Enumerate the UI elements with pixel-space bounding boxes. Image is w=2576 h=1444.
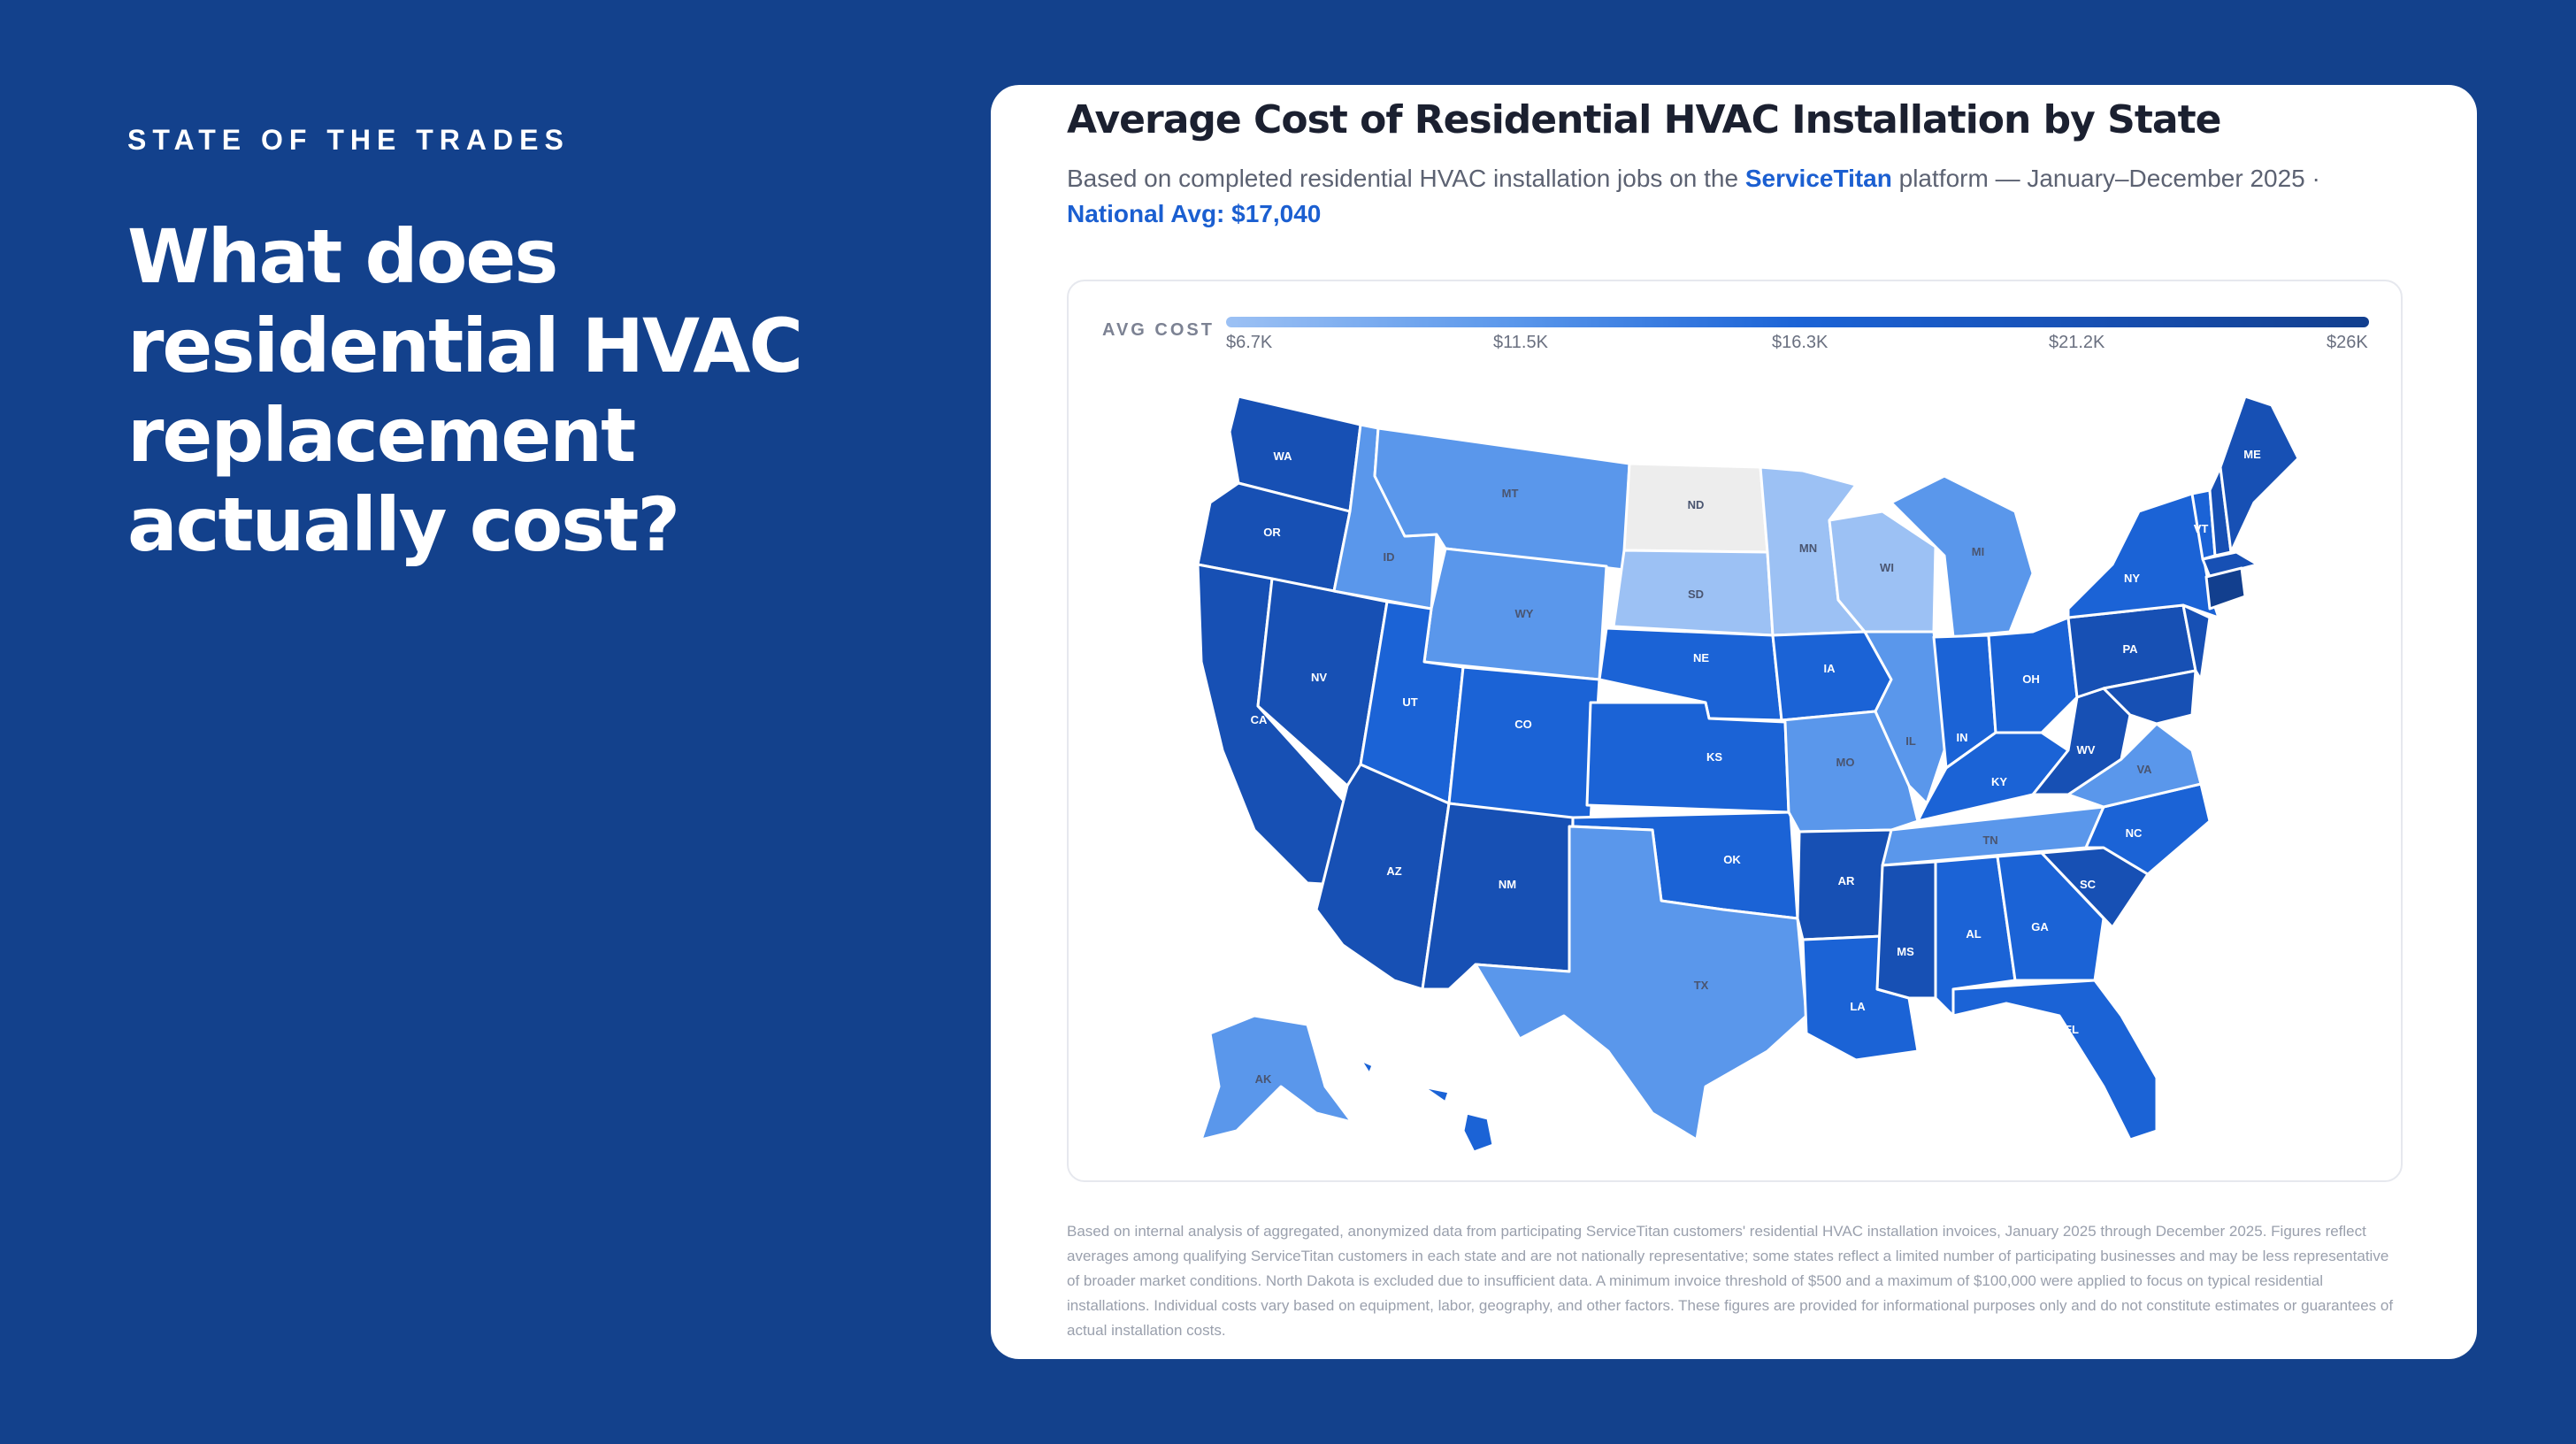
state-NM[interactable] xyxy=(1421,802,1575,991)
state-MS[interactable] xyxy=(1875,860,1937,1000)
label-TN: TN xyxy=(1982,833,1997,847)
subtitle-suffix: platform — January–December 2025 · xyxy=(1898,165,2320,192)
label-AL: AL xyxy=(1966,927,1981,941)
label-ME: ME xyxy=(2243,448,2261,461)
legend-tick-4: $21.2K xyxy=(2049,333,2105,352)
label-OR: OR xyxy=(1263,526,1281,539)
label-CA: CA xyxy=(1251,713,1268,726)
state-labels: WA OR CA NV ID MT WY UT CO AZ NM ND SD N… xyxy=(1251,448,2261,1086)
national-average: National Avg: $17,040 xyxy=(1067,200,1322,227)
state-CT[interactable] xyxy=(2204,566,2247,611)
label-MS: MS xyxy=(1897,945,1914,958)
state-KY[interactable] xyxy=(1916,731,2070,823)
label-UT: UT xyxy=(1402,695,1417,709)
label-ND: ND xyxy=(1688,498,1705,511)
map-subtitle: Based on completed residential HVAC inst… xyxy=(1067,161,2411,232)
label-KS: KS xyxy=(1706,750,1722,764)
label-KY: KY xyxy=(1991,775,2007,788)
label-VA: VA xyxy=(2136,763,2152,776)
label-VT: VT xyxy=(2194,522,2209,535)
label-MT: MT xyxy=(1502,487,1519,500)
subtitle-prefix: Based on completed residential HVAC inst… xyxy=(1067,165,1739,192)
methodology-footnote: Based on internal analysis of aggregated… xyxy=(1067,1223,2394,1339)
label-AR: AR xyxy=(1838,874,1855,887)
headline: What does residential HVAC replacement a… xyxy=(127,213,803,568)
state-CO[interactable] xyxy=(1447,665,1601,823)
legend-tick-2: $11.5K xyxy=(1493,333,1548,352)
state-ME[interactable] xyxy=(2219,395,2300,554)
label-IL: IL xyxy=(1905,734,1916,748)
state-NJ[interactable] xyxy=(2181,603,2212,681)
label-NY: NY xyxy=(2124,572,2140,585)
label-AK: AK xyxy=(1255,1072,1272,1086)
legend-tick-max: $26K xyxy=(2327,333,2368,352)
label-PA: PA xyxy=(2122,642,2138,656)
map-panel: AVG COST $6.7K $11.5K $16.3K $21.2K $26K xyxy=(1067,280,2403,1182)
label-OH: OH xyxy=(2022,672,2040,686)
label-OK: OK xyxy=(1723,853,1741,866)
legend-tick-3: $16.3K xyxy=(1772,333,1828,352)
state-MD[interactable] xyxy=(2102,669,2197,726)
legend-gradient-bar xyxy=(1226,317,2369,327)
label-NE: NE xyxy=(1693,651,1709,664)
state-GA[interactable] xyxy=(1996,851,2105,982)
state-FL[interactable] xyxy=(1951,979,2158,1141)
label-WI: WI xyxy=(1880,561,1894,574)
map-title: Average Cost of Residential HVAC Install… xyxy=(1067,97,2221,142)
state-MA[interactable] xyxy=(2201,550,2259,579)
label-MO: MO xyxy=(1836,756,1855,769)
map-card: Average Cost of Residential HVAC Install… xyxy=(991,85,2477,1359)
label-LA: LA xyxy=(1850,1000,1866,1013)
label-WY: WY xyxy=(1515,607,1534,620)
label-MN: MN xyxy=(1799,542,1817,555)
label-IA: IA xyxy=(1824,662,1836,675)
label-SC: SC xyxy=(2080,878,2097,891)
eyebrow-label: STATE OF THE TRADES xyxy=(127,124,570,156)
legend-label: AVG COST xyxy=(1102,320,1215,340)
label-CO: CO xyxy=(1514,718,1532,731)
label-ID: ID xyxy=(1384,550,1395,564)
label-GA: GA xyxy=(2031,920,2049,933)
us-choropleth-map: WA OR CA NV ID MT WY UT CO AZ NM ND SD N… xyxy=(1196,395,2300,1154)
state-HI[interactable] xyxy=(1359,1058,1495,1154)
label-AZ: AZ xyxy=(1386,864,1401,878)
label-WA: WA xyxy=(1274,449,1293,463)
label-SD: SD xyxy=(1688,588,1704,601)
state-AK[interactable] xyxy=(1200,1014,1353,1141)
label-NV: NV xyxy=(1311,671,1327,684)
label-WV: WV xyxy=(2077,743,2096,757)
label-NC: NC xyxy=(2126,826,2143,840)
label-MI: MI xyxy=(1972,545,1984,558)
legend-tick-min: $6.7K xyxy=(1226,333,1273,352)
brand-name: ServiceTitan xyxy=(1744,165,1892,192)
label-TX: TX xyxy=(1694,979,1709,992)
label-FL: FL xyxy=(2065,1023,2079,1036)
state-TX[interactable] xyxy=(1474,825,1808,1141)
state-MI[interactable] xyxy=(1890,474,2035,639)
label-NM: NM xyxy=(1499,878,1516,891)
label-IN: IN xyxy=(1957,731,1968,744)
